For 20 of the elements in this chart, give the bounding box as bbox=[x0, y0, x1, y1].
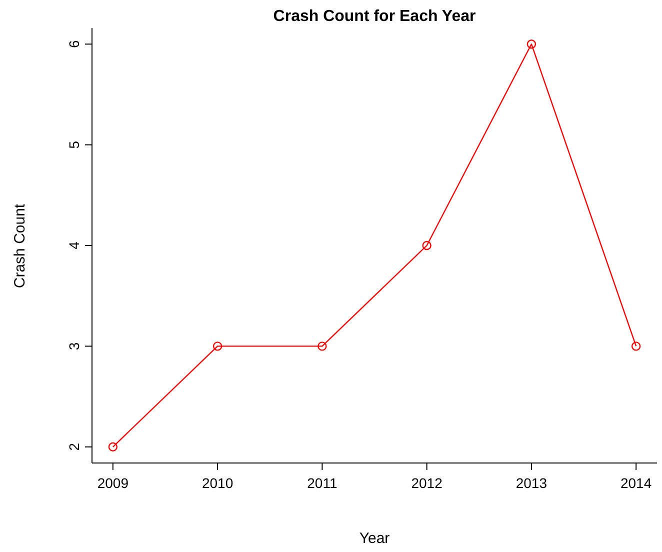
x-tick-label: 2011 bbox=[307, 474, 338, 491]
y-tick-label: 6 bbox=[66, 40, 82, 48]
y-tick-label: 2 bbox=[66, 442, 82, 451]
y-tick-label: 5 bbox=[66, 140, 82, 149]
y-axis-title: Crash Count bbox=[12, 203, 28, 288]
x-tick-label: 2009 bbox=[97, 474, 129, 491]
point bbox=[422, 240, 432, 250]
point bbox=[108, 442, 118, 452]
y-tick-label: 3 bbox=[66, 342, 82, 350]
x-tick-label: 2013 bbox=[516, 474, 548, 491]
x-tick-label: 2014 bbox=[620, 474, 652, 491]
y-tick-label: 4 bbox=[66, 241, 82, 250]
x-axis-title: Year bbox=[358, 530, 391, 547]
chart-title: Crash Count for Each Year bbox=[272, 8, 477, 26]
x-tick-label: 2010 bbox=[202, 474, 234, 491]
x-tick-label: 2012 bbox=[411, 474, 443, 491]
point bbox=[318, 342, 327, 351]
point bbox=[212, 342, 222, 351]
point bbox=[631, 342, 641, 351]
point bbox=[526, 40, 536, 49]
